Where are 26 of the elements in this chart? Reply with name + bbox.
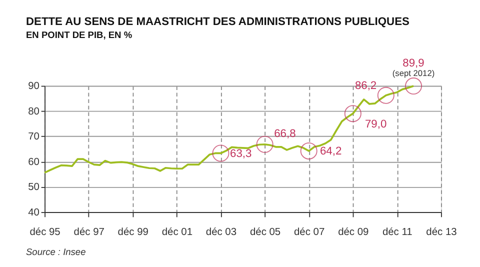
x-tick-label: déc 01 [162, 226, 193, 238]
y-tick-label: 40 [28, 207, 40, 218]
y-tick-label: 70 [28, 132, 40, 143]
x-tick-label: déc 07 [294, 226, 325, 238]
x-tick-label: déc 09 [338, 226, 370, 238]
annotation: 66,8 [274, 128, 296, 140]
annotation: 64,2 [320, 146, 342, 158]
annotation: 86,2 [354, 80, 377, 92]
source-note: Source : Insee [26, 246, 86, 257]
x-tick-label: déc 03 [206, 226, 237, 238]
chart-subtitle: EN POINT DE PIB, EN % [26, 30, 132, 40]
annotation: (sept 2012) [392, 68, 435, 78]
x-tick-label: déc 99 [118, 226, 149, 238]
y-tick-label: 50 [28, 182, 40, 194]
y-tick-label: 80 [28, 106, 40, 118]
chart-title: DETTE AU SENS DE MAASTRICHT DES ADMINISTRATIONS PUBLIQUES [26, 16, 410, 28]
annotation: 79,0 [364, 118, 387, 130]
annotation: 63,3 [230, 148, 252, 160]
y-tick-label: 60 [28, 156, 40, 168]
x-tick-label: déc 11 [382, 226, 413, 238]
x-tick-label: déc 95 [30, 226, 61, 238]
y-tick-label: 90 [28, 81, 40, 92]
x-tick-label: déc 05 [250, 226, 281, 238]
x-tick-label: déc 13 [426, 226, 458, 238]
x-tick-label: déc 97 [74, 226, 105, 238]
annotation: 89,9 [402, 58, 424, 70]
